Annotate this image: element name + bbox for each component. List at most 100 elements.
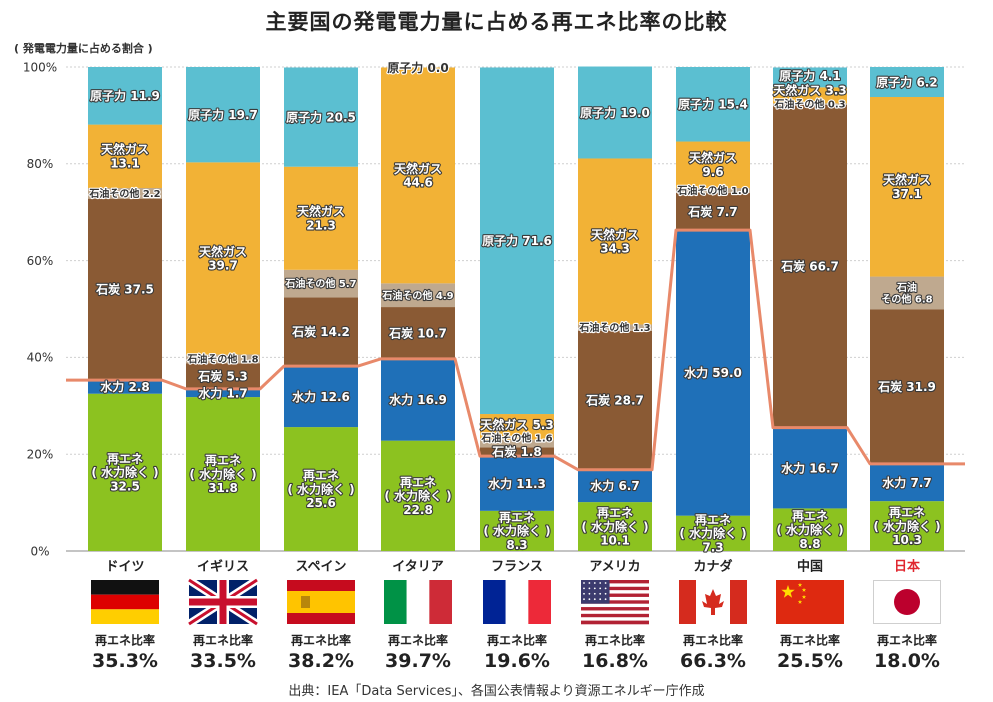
bar-segment-renew — [480, 510, 554, 551]
segment-label-oil: 石油その他 2.2 — [88, 187, 160, 200]
bar-segment-oil — [870, 276, 944, 310]
bar-segment-gas — [284, 166, 358, 270]
segment-label-hydro: 水力 1.7 — [198, 385, 247, 400]
segment-label-coal: 石炭 66.7 — [780, 258, 839, 273]
segment-label-gas: 天然ガス 34.3 — [591, 227, 639, 256]
flag-part — [581, 603, 649, 608]
bar-segment-hydro — [284, 366, 358, 428]
flag-star — [781, 585, 795, 598]
flag-part — [581, 600, 649, 604]
flag-part — [588, 592, 591, 595]
flag-part — [528, 580, 551, 624]
segment-label-coal: 石炭 31.9 — [877, 379, 936, 394]
bar-segment-gas — [480, 414, 554, 440]
france-flag — [483, 580, 551, 624]
bar-segment-nuclear — [88, 67, 162, 125]
flag-star — [797, 582, 803, 587]
flag-part — [730, 580, 747, 624]
segment-label-gas: 天然ガス 39.7 — [199, 244, 247, 273]
segment-label-nuclear: 原子力 19.0 — [580, 105, 650, 120]
bar-segment-gas — [773, 87, 847, 104]
flag-part — [581, 580, 610, 604]
bar-segment-hydro — [88, 380, 162, 394]
italy-flag — [384, 580, 452, 624]
flag-part — [593, 592, 596, 595]
segment-label-oil: 石油その他 0.3 — [773, 98, 845, 111]
flag-star — [801, 587, 807, 592]
bar-segment-coal — [676, 192, 750, 231]
category-label: 中国 — [797, 559, 823, 575]
category-label: 日本 — [894, 559, 920, 575]
chart-title: 主要国の発電電力量に占める再エネ比率の比較 — [265, 10, 728, 34]
flag-part — [588, 587, 591, 590]
bar-segment-oil — [186, 354, 260, 364]
flag-part — [583, 598, 585, 601]
segment-label-coal: 石炭 37.5 — [95, 282, 154, 297]
flag-part — [894, 589, 920, 615]
bar-segment-coal — [284, 297, 358, 367]
segment-label-nuclear: 原子力 15.4 — [678, 97, 748, 112]
bar-segment-nuclear — [480, 67, 554, 415]
renewable-ratio-label: 再エネ比率 — [388, 632, 448, 647]
bar-segment-nuclear — [284, 67, 358, 167]
bar-segment-hydro — [381, 358, 455, 441]
bar-segment-coal — [773, 104, 847, 428]
y-tick-label: 80% — [27, 157, 54, 171]
bar-segment-hydro — [186, 388, 260, 398]
bar-segment-hydro — [870, 463, 944, 502]
usa-flag — [581, 580, 649, 625]
bar-segment-coal — [870, 309, 944, 464]
segment-label-oil: 石油その他 5.7 — [284, 277, 356, 290]
renewable-ratio-value: 16.8% — [582, 650, 648, 672]
bar-segment-gas — [578, 158, 652, 325]
flag-part — [593, 587, 596, 590]
flag-part — [581, 586, 649, 591]
bar-segment-oil — [480, 439, 554, 448]
renewable-ratio-line — [66, 228, 965, 472]
y-tick-label: 40% — [27, 351, 54, 365]
flag-part — [581, 596, 649, 601]
renewable-ratio-value: 39.7% — [385, 650, 451, 672]
segment-label-oil: 石油その他 6.8 — [881, 281, 932, 306]
y-tick-label: 20% — [27, 448, 54, 462]
flag-part — [581, 590, 649, 594]
flag-part — [581, 580, 649, 584]
bar-segment-renew — [773, 508, 847, 551]
canada-flag — [679, 580, 747, 624]
japan-flag — [873, 580, 941, 624]
renewable-ratio-label: 再エネ比率 — [193, 632, 253, 647]
flag-part — [776, 580, 844, 624]
bar-segment-nuclear — [773, 67, 847, 88]
flag-border — [873, 580, 941, 624]
bar-segment-gas — [186, 162, 260, 355]
renewable-ratio-value: 35.3% — [92, 650, 158, 672]
segment-label-renew: 再エネ( 水力除く ) 32.5 — [91, 452, 158, 494]
spain-flag — [287, 580, 355, 624]
flag-part — [604, 592, 607, 595]
bar-segment-coal — [381, 307, 455, 359]
segment-label-nuclear: 原子力 20.5 — [286, 109, 356, 124]
renewable-ratio-value: 19.6% — [484, 650, 550, 672]
segment-label-oil: 石油その他 4.9 — [381, 289, 453, 302]
segment-label-nuclear: 原子力 0.0 — [387, 60, 448, 75]
segment-label-gas: 天然ガス 21.3 — [297, 204, 345, 233]
segment-label-nuclear: 原子力 11.9 — [90, 88, 160, 103]
flag-part — [679, 580, 696, 624]
flag-part — [581, 617, 649, 621]
bar-segment-hydro — [676, 230, 750, 516]
segment-label-gas: 天然ガス 37.1 — [883, 172, 931, 201]
y-tick-label: 100% — [23, 60, 57, 74]
bar-segment-nuclear — [870, 67, 944, 98]
flag-part — [189, 598, 257, 606]
segment-label-hydro: 水力 12.6 — [292, 389, 350, 404]
segment-label-renew: 再エネ( 水力除く ) 7.3 — [679, 513, 746, 555]
flag-part — [593, 598, 596, 601]
category-label: イタリア — [392, 560, 443, 575]
bar-segment-oil — [578, 324, 652, 331]
renewable-ratio-label: 再エネ比率 — [487, 632, 547, 647]
category-label: フランス — [491, 560, 543, 575]
segment-label-gas: 天然ガス 3.3 — [773, 83, 846, 98]
segment-label-coal: 石炭 5.3 — [197, 368, 247, 383]
segment-label-coal: 石炭 7.7 — [687, 204, 737, 219]
